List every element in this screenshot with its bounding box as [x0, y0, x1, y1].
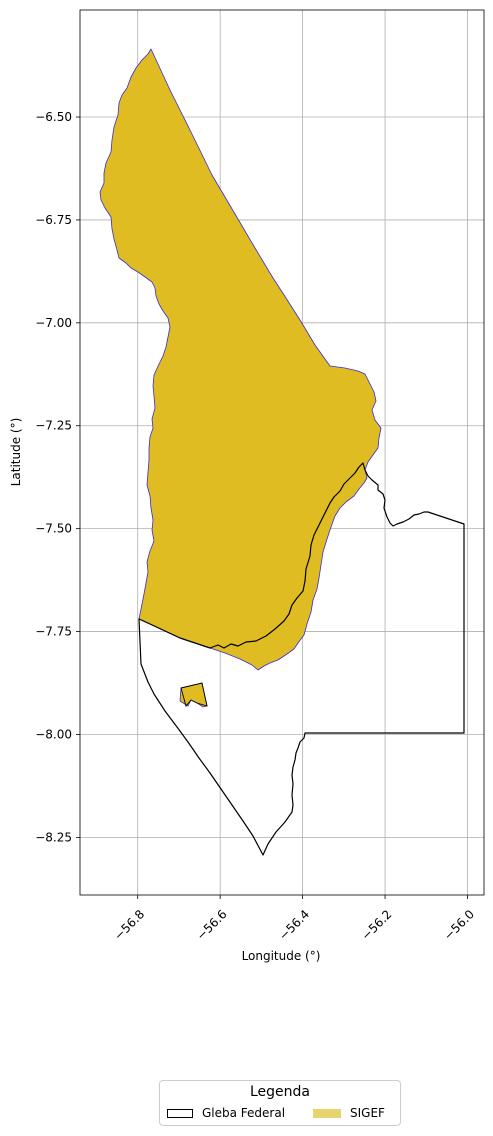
legend-entry-gleba-federal: Gleba Federal: [167, 1106, 285, 1120]
legend: Legenda Gleba Federal SIGEF: [159, 1080, 401, 1126]
y-axis-ticks: −6.50 −6.75 −7.00 −7.25 −7.50 −7.75 −8.00 −8.25: [35, 110, 80, 844]
x-axis-label: Longitude (°): [242, 949, 321, 963]
legend-entry-sigef: SIGEF: [313, 1106, 385, 1120]
sigef-parcel-main: [99, 48, 382, 671]
legend-label-gleba-federal: Gleba Federal: [202, 1106, 286, 1120]
y-tick-label: −7.75: [35, 625, 72, 639]
y-tick-label: −8.25: [35, 830, 72, 844]
axes-frame: [79, 9, 485, 896]
y-tick-label: −7.25: [35, 419, 72, 433]
sigef-swatch: [313, 1108, 341, 1118]
y-tick-label: −6.50: [35, 110, 72, 124]
legend-title: Legenda: [249, 1084, 310, 1100]
gleba-federal-boundary: [138, 462, 465, 856]
legend-label-sigef: SIGEF: [350, 1106, 385, 1120]
gleba-boundary-small: [180, 682, 208, 707]
y-tick-label: −7.00: [35, 316, 72, 330]
gleba-federal-swatch: [167, 1108, 193, 1118]
y-tick-label: −8.00: [35, 727, 72, 741]
y-tick-label: −6.75: [35, 213, 72, 227]
y-axis-label: Latitude (°): [9, 418, 23, 487]
y-tick-label: −7.50: [35, 522, 72, 536]
